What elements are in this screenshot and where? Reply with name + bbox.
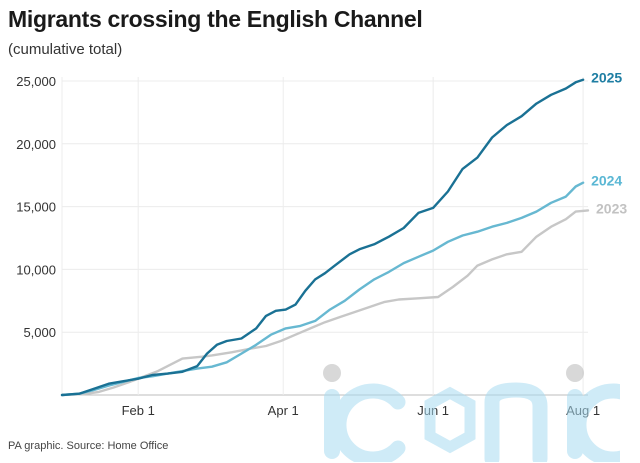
chart-subtitle: (cumulative total): [8, 41, 123, 58]
watermark-letter-c2: [571, 383, 620, 462]
y-tick-label: 25,000: [16, 74, 56, 89]
y-axis-ticks: 5,000 10,000 15,000 20,000 25,000: [16, 74, 56, 340]
x-tick-label: Feb 1: [122, 403, 155, 418]
watermark-dot-left: [323, 364, 341, 382]
iconic-watermark: iconic: [320, 362, 620, 462]
y-tick-label: 10,000: [16, 262, 56, 277]
source-note: PA graphic. Source: Home Office: [8, 440, 169, 452]
watermark-dot-right: [566, 364, 584, 382]
y-tick-label: 5,000: [23, 325, 56, 340]
watermark-hexagon-icon: [424, 386, 476, 454]
x-tick-label: Apr 1: [268, 403, 299, 418]
watermark-text: iconic: [320, 362, 323, 363]
series-label-2025: 2025: [591, 70, 622, 86]
series-line-2025: [60, 78, 585, 397]
series-lines: [60, 78, 590, 397]
watermark-letter-c: [331, 383, 406, 462]
series-label-2024: 2024: [591, 173, 622, 189]
series-label-2023: 2023: [596, 200, 627, 216]
y-tick-label: 20,000: [16, 137, 56, 152]
chart-title: Migrants crossing the English Channel: [8, 6, 423, 32]
watermark-letter-n: [484, 382, 548, 462]
series-line-2023: [60, 209, 590, 397]
series-end-labels: 2023 2024 2025: [591, 70, 627, 217]
series-line-2024: [60, 181, 585, 397]
y-tick-label: 15,000: [16, 200, 56, 215]
